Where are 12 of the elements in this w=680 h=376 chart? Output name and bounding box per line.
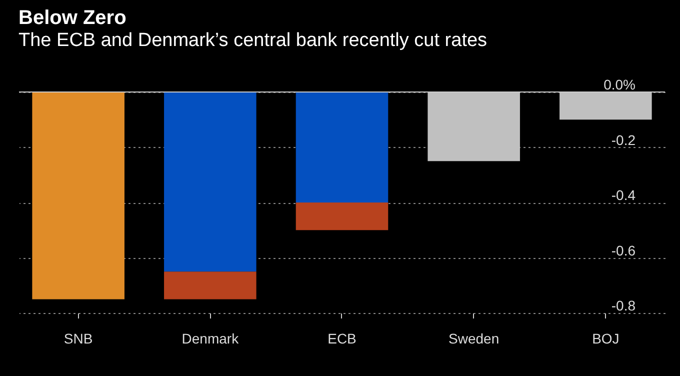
x-tick-label: Denmark (182, 330, 240, 346)
chart-subtitle: The ECB and Denmark’s central bank recently cut rates (18, 30, 488, 51)
x-tick-label: Sweden (448, 330, 500, 346)
y-tick-label: -0.4 (611, 187, 636, 203)
chart-title: Below Zero (18, 7, 126, 29)
x-tick-label: BOJ (592, 330, 620, 346)
x-tick-label: ECB (328, 330, 356, 346)
y-tick-label: -0.8 (611, 298, 636, 314)
y-tick-label: -0.2 (611, 132, 636, 148)
y-tick-label: -0.6 (611, 242, 636, 258)
y-tick-label: 0.0% (604, 76, 636, 92)
x-tick-label: SNB (64, 330, 93, 346)
